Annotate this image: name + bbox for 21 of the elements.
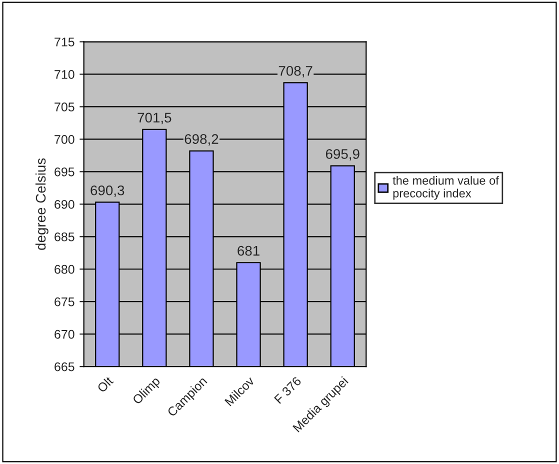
y-tick-label: 715: [54, 38, 74, 46]
y-tick-label: 700: [54, 135, 74, 144]
data-label: 698,2: [184, 134, 218, 146]
y-tick-label: 680: [54, 264, 74, 274]
y-tick-label: 670: [54, 330, 74, 339]
y-tick-label: 705: [54, 102, 74, 112]
data-label: 708,7: [278, 66, 312, 78]
data-label: 695,9: [326, 149, 360, 161]
y-axis-title: degree Celsius: [35, 158, 48, 250]
y-tick-label: 675: [54, 297, 74, 306]
legend-label: the medium value of precocity index: [392, 176, 499, 200]
y-tick-label: 710: [54, 70, 74, 79]
y-tick-label: 690: [54, 200, 74, 209]
data-label: 681: [238, 246, 260, 256]
data-label: 690,3: [90, 185, 124, 197]
y-tick-label: 665: [54, 362, 74, 372]
y-tick-label: 685: [54, 232, 74, 242]
x-tick-label: F 376: [274, 376, 302, 404]
x-tick-label: Olt: [96, 376, 114, 393]
data-label: 701,5: [138, 112, 172, 124]
y-tick-label: 695: [54, 167, 74, 176]
